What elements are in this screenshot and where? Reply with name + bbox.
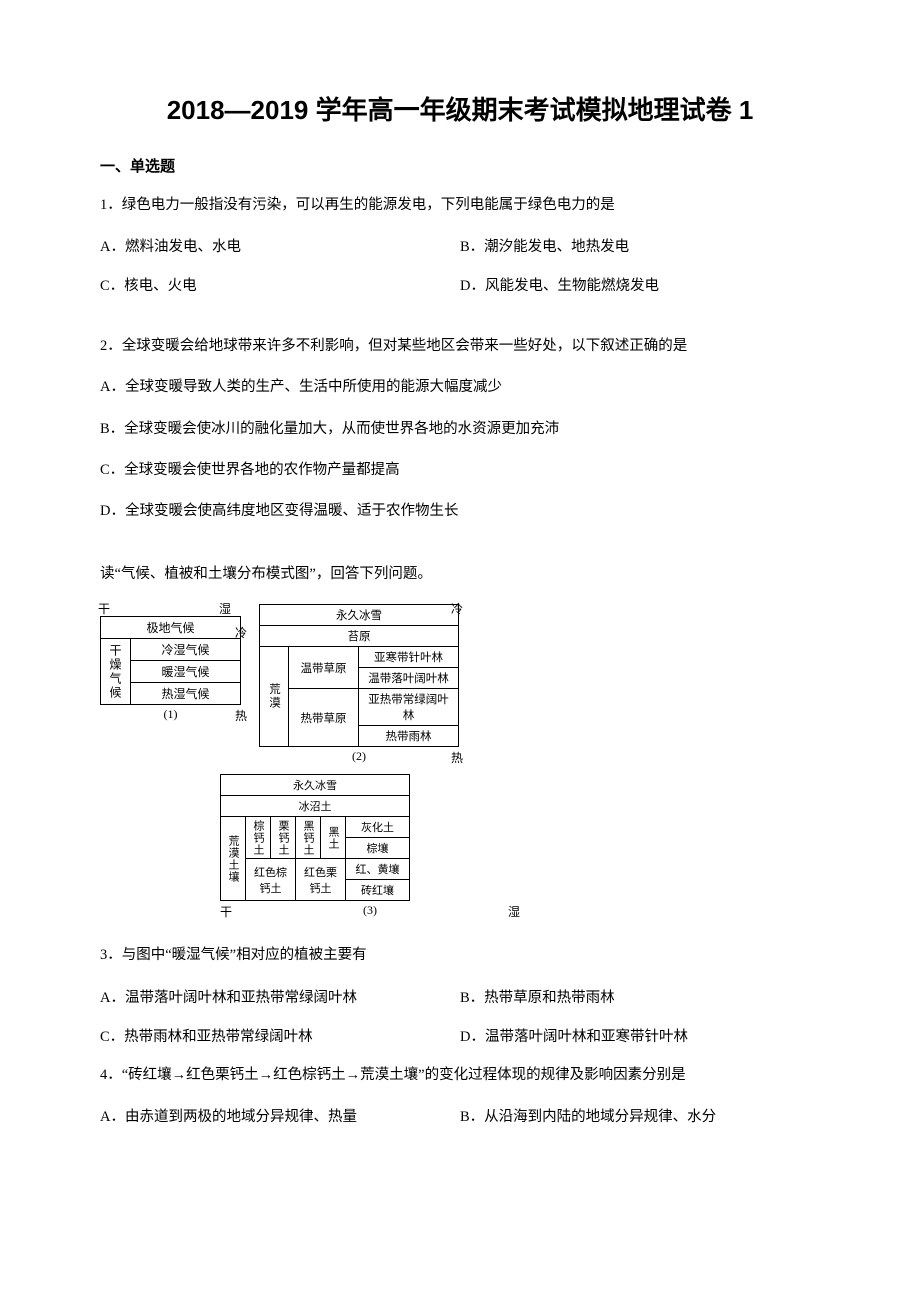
p3-r1: 灰化土 <box>346 817 410 838</box>
q2-stem: 2．全球变暖会给地球带来许多不利影响，但对某些地区会带来一些好处，以下叙述正确的… <box>100 335 820 358</box>
p2-mid2: 热带草原 <box>289 689 359 747</box>
q3-stem: 3．与图中“暖湿气候”相对应的植被主要有 <box>100 944 820 967</box>
section-heading: 一、单选题 <box>100 155 820 176</box>
p1-top: 极地气候 <box>101 617 241 639</box>
p3-mbb: 红色栗钙土 <box>296 859 346 901</box>
q4-option-a: A．由赤道到两极的地域分异规律、热量 <box>100 1105 460 1126</box>
q3-option-a: A．温带落叶阔叶林和亚热带常绿阔叶林 <box>100 986 460 1007</box>
p2-hot-label: 热 <box>451 749 463 766</box>
p3-mba: 红色棕钙土 <box>246 859 296 901</box>
p2-mid1: 温带草原 <box>289 647 359 689</box>
p3-table: 永久冰雪 冰沼土 荒漠土壤 棕钙土 栗钙土 黑钙土 黑土 灰化土 棕壤 红色棕钙… <box>220 774 410 901</box>
p3-wet: 湿 <box>508 903 520 920</box>
p1-r1: 冷湿气候 <box>131 639 241 661</box>
diagram-panel3: 永久冰雪 冰沼土 荒漠土壤 棕钙土 栗钙土 黑钙土 黑土 灰化土 棕壤 红色棕钙… <box>220 774 520 920</box>
q3-option-b: B．热带草原和热带雨林 <box>460 986 820 1007</box>
p3-mc: 黑钙土 <box>296 817 321 859</box>
q1-option-b: B．潮汐能发电、地热发电 <box>460 235 820 256</box>
diagram-panel2: 冷 热 永久冰雪 苔原 荒漠 温带草原 亚寒带针叶林 温带落叶阔叶林 热带草原 … <box>259 604 459 764</box>
q1-option-c: C．核电、火电 <box>100 274 460 295</box>
p2-top1: 永久冰雪 <box>260 605 459 626</box>
p3-r3: 红、黄壤 <box>346 859 410 880</box>
q1-stem: 1．绿色电力一般指没有污染，可以再生的能源发电，下列电能属于绿色电力的是 <box>100 194 820 217</box>
p3-mb: 栗钙土 <box>271 817 296 859</box>
p3-r2: 棕壤 <box>346 838 410 859</box>
q4-options-row1: A．由赤道到两极的地域分异规律、热量 B．从沿海到内陆的地域分异规律、水分 <box>100 1105 820 1126</box>
q4-stem: 4．“砖红壤→红色栗钙土→红色棕钙土→荒漠土壤”的变化过程体现的规律及影响因素分… <box>100 1064 820 1087</box>
p1-r3: 热湿气候 <box>131 683 241 705</box>
q3-options-row2: C．热带雨林和亚热带常绿阔叶林 D．温带落叶阔叶林和亚寒带针叶林 <box>100 1025 820 1046</box>
p3-top1: 永久冰雪 <box>221 775 410 796</box>
p3-r4: 砖红壤 <box>346 880 410 901</box>
diagram: 干 湿 冷 热 极地气候 干燥气候 冷湿气候 暖湿气候 热湿气候 (1) 冷 热… <box>100 604 820 920</box>
p1-hot-label: 热 <box>235 707 247 724</box>
q2-option-d: D．全球变暖会使高纬度地区变得温暖、适于农作物生长 <box>100 500 820 523</box>
q3-options-row1: A．温带落叶阔叶林和亚热带常绿阔叶林 B．热带草原和热带雨林 <box>100 986 820 1007</box>
p1-table: 极地气候 干燥气候 冷湿气候 暖湿气候 热湿气候 <box>100 616 241 705</box>
p1-r2: 暖湿气候 <box>131 661 241 683</box>
p1-wet-label: 湿 <box>219 600 231 617</box>
p1-cold-label: 冷 <box>235 624 247 641</box>
p3-leftcol: 荒漠土壤 <box>221 817 246 901</box>
intro3: 读“气候、植被和土壤分布模式图”，回答下列问题。 <box>100 563 820 586</box>
p1-dry-label: 干 <box>98 600 110 617</box>
p3-caption: (3) <box>363 903 377 920</box>
q4-option-b: B．从沿海到内陆的地域分异规律、水分 <box>460 1105 820 1126</box>
p2-r2: 温带落叶阔叶林 <box>359 668 459 689</box>
p3-top2: 冰沼土 <box>221 796 410 817</box>
q2-option-a: A．全球变暖导致人类的生产、生活中所使用的能源大幅度减少 <box>100 376 820 399</box>
p2-leftcol: 荒漠 <box>260 647 289 747</box>
p2-r1: 亚寒带针叶林 <box>359 647 459 668</box>
p2-cold-label: 冷 <box>451 600 463 617</box>
p2-caption: (2) <box>259 749 459 764</box>
p3-md: 黑土 <box>321 817 346 859</box>
p2-top2: 苔原 <box>260 626 459 647</box>
p2-table: 永久冰雪 苔原 荒漠 温带草原 亚寒带针叶林 温带落叶阔叶林 热带草原 亚热带常… <box>259 604 459 747</box>
q1-option-d: D．风能发电、生物能燃烧发电 <box>460 274 820 295</box>
page-title: 2018—2019 学年高一年级期末考试模拟地理试卷 1 <box>100 90 820 127</box>
q1-option-a: A．燃料油发电、水电 <box>100 235 460 256</box>
p3-ma: 棕钙土 <box>246 817 271 859</box>
q2-option-c: C．全球变暖会使世界各地的农作物产量都提高 <box>100 459 820 482</box>
diagram-panel1: 干 湿 冷 热 极地气候 干燥气候 冷湿气候 暖湿气候 热湿气候 (1) <box>100 604 241 722</box>
q3-option-d: D．温带落叶阔叶林和亚寒带针叶林 <box>460 1025 820 1046</box>
p2-r4: 热带雨林 <box>359 726 459 747</box>
q1-options-row2: C．核电、火电 D．风能发电、生物能燃烧发电 <box>100 274 820 295</box>
q2-option-b: B．全球变暖会使冰川的融化量加大，从而使世界各地的水资源更加充沛 <box>100 418 820 441</box>
p2-r3: 亚热带常绿阔叶林 <box>359 689 459 726</box>
p1-caption: (1) <box>100 707 241 722</box>
q1-options-row1: A．燃料油发电、水电 B．潮汐能发电、地热发电 <box>100 235 820 256</box>
p1-leftcol: 干燥气候 <box>101 639 131 705</box>
p3-dry: 干 <box>220 903 232 920</box>
q3-option-c: C．热带雨林和亚热带常绿阔叶林 <box>100 1025 460 1046</box>
